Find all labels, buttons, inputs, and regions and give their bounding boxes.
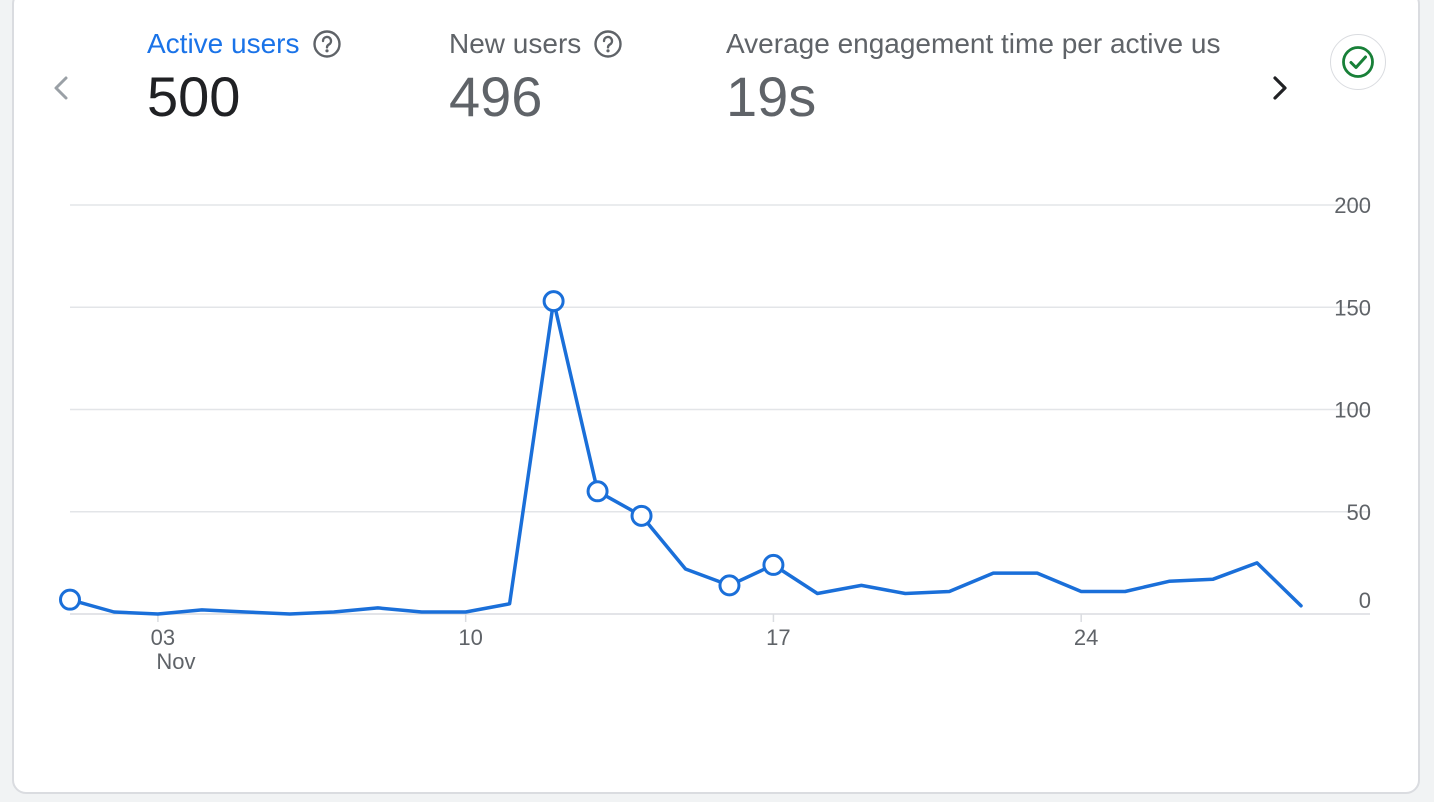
metric-active-users[interactable]: Active users 500 [147,28,342,128]
data-point [718,574,741,597]
y-axis-ticks: 0 50 100 150 200 [1334,193,1371,613]
chart-series [68,299,1303,616]
status-badge[interactable] [1330,34,1386,90]
metric-value: 496 [449,65,543,128]
x-tick-label: 24 [1074,625,1098,650]
chart-card: Active users 500 New users 496 [12,0,1420,794]
y-tick-label: 50 [1347,500,1371,525]
chevron-left-icon[interactable] [44,70,80,106]
metric-new-users[interactable]: New users 496 [449,28,623,128]
metric-label: Average engagement time per active us [726,28,1221,59]
help-circle-icon[interactable] [593,29,623,59]
data-point [542,290,565,313]
data-point [762,553,785,576]
metric-value: 500 [147,65,241,128]
x-tick-label: 03 [151,625,175,650]
metric-label: New users [449,28,582,59]
data-point [59,588,81,611]
check-circle-icon [1342,46,1374,78]
y-tick-label: 150 [1334,295,1371,320]
series-line [68,299,1303,616]
help-circle-icon[interactable] [312,29,342,59]
y-tick-label: 100 [1334,398,1371,423]
x-tick-label: 17 [766,625,790,650]
chart-gridlines [70,204,1370,615]
data-point [586,480,609,503]
x-tick-label: 10 [458,625,482,650]
x-tick-sublabel: Nov [156,649,195,674]
y-tick-label: 200 [1334,193,1371,218]
metric-avg-engagement-time[interactable]: Average engagement time per active us 19… [726,28,1242,128]
data-point [630,504,653,527]
chevron-right-icon[interactable] [1262,70,1298,106]
y-tick-label: 0 [1359,588,1371,613]
metric-value: 19s [726,65,817,128]
metric-label: Active users [147,28,300,59]
chart-points [59,290,785,611]
